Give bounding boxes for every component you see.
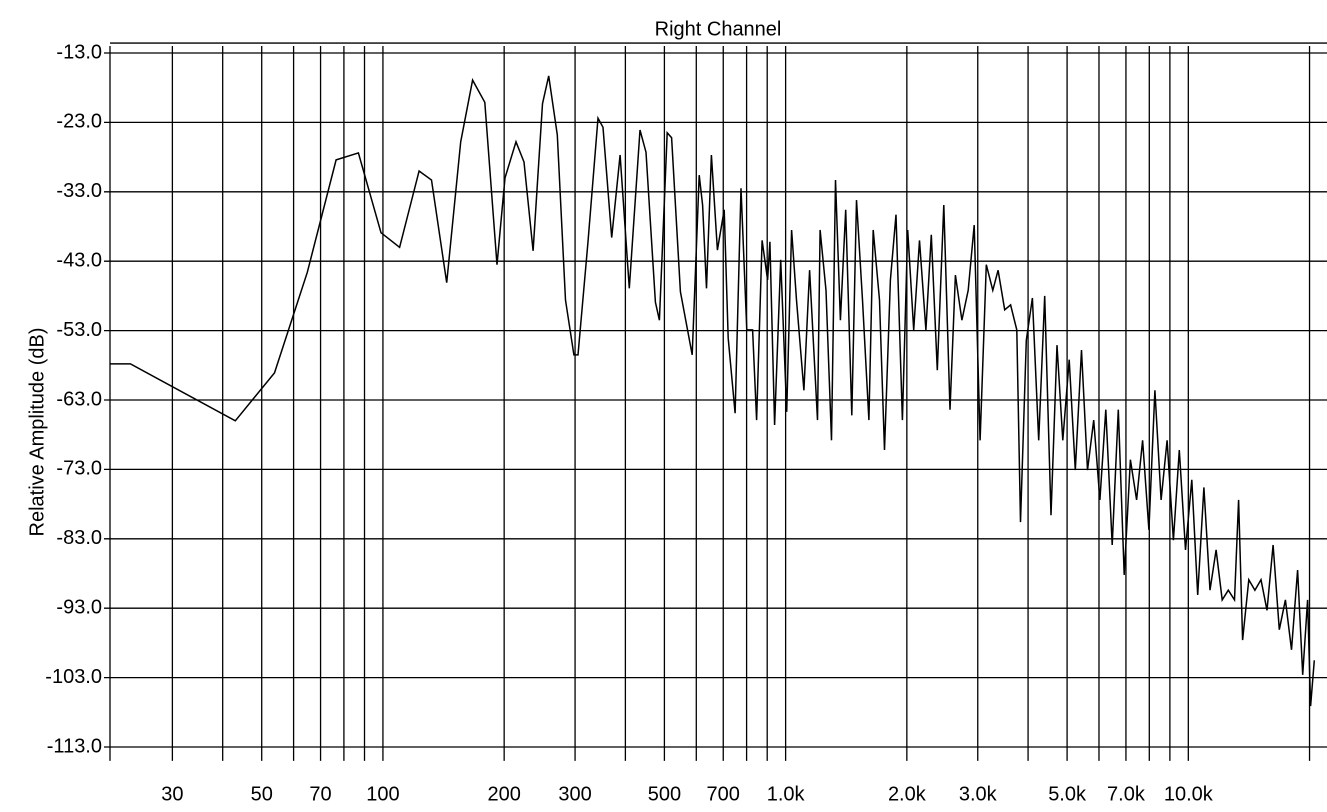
x-tick-label: 10.0k	[1164, 783, 1214, 805]
x-tick-label: 2.0k	[888, 783, 927, 805]
y-tick-label: -23.0	[56, 111, 102, 133]
y-tick-label: -43.0	[56, 249, 102, 271]
chart-title: Right Channel	[655, 18, 782, 40]
data-line	[110, 75, 1316, 707]
y-axis-label: Relative Amplitude (dB)	[26, 328, 48, 537]
y-tick-label: -113.0	[47, 735, 102, 757]
y-tick-label: -13.0	[56, 41, 102, 63]
y-tick-label: -93.0	[56, 596, 102, 618]
y-tick-label: -103.0	[45, 666, 102, 688]
y-tick-label: -73.0	[56, 458, 102, 480]
x-tick-label: 70	[309, 783, 331, 805]
x-tick-label: 7.0k	[1107, 783, 1146, 805]
x-tick-label: 300	[558, 783, 591, 805]
y-tick-label: -33.0	[56, 180, 102, 202]
x-tick-label: 100	[366, 783, 399, 805]
y-tick-label: -63.0	[56, 388, 102, 410]
x-tick-label: 1.0k	[767, 783, 806, 805]
x-tick-label: 30	[161, 783, 183, 805]
x-tick-label: 200	[487, 783, 520, 805]
x-tick-label: 700	[707, 783, 740, 805]
y-tick-label: -83.0	[56, 527, 102, 549]
x-tick-label: 50	[251, 783, 273, 805]
x-tick-label: 3.0k	[959, 783, 998, 805]
x-tick-label: 500	[648, 783, 681, 805]
y-tick-label: -53.0	[56, 319, 102, 341]
x-tick-label: 5.0k	[1048, 783, 1087, 805]
